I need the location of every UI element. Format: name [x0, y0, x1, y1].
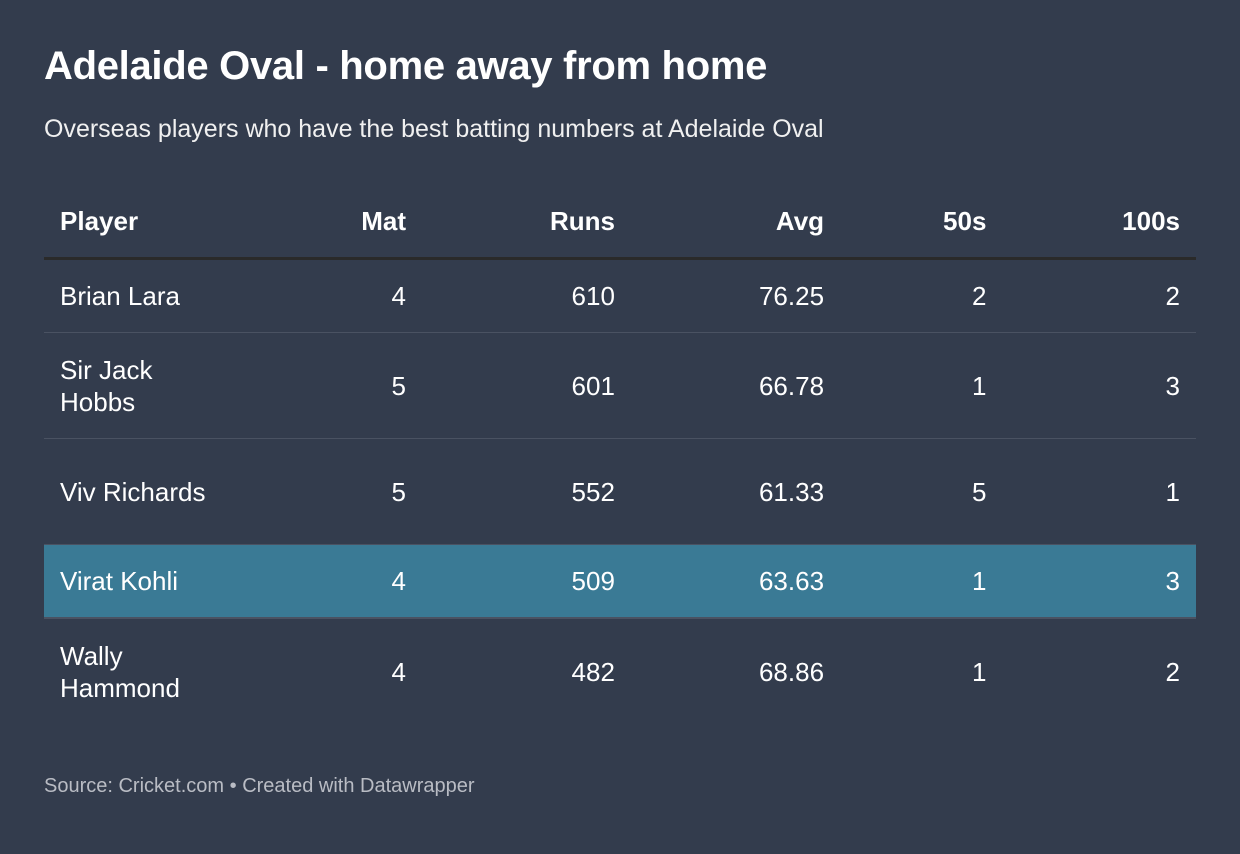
footer: Source: Cricket.com • Created with Dataw… — [44, 775, 475, 798]
stats-table: Player Mat Runs Avg 50s 100s Brian Lara 4… — [44, 185, 1196, 724]
cell-avg: 66.78 — [630, 332, 841, 439]
header-mat[interactable]: Mat — [246, 185, 422, 260]
credit-link[interactable]: Created with Datawrapper — [242, 775, 475, 797]
cell-fifties: 1 — [971, 656, 987, 687]
cell-runs: 552 — [422, 438, 631, 545]
cell-runs: 482 — [571, 656, 615, 687]
cell-avg: 68.86 — [758, 656, 825, 687]
cell-hundreds: 3 — [1002, 544, 1196, 619]
header-50s[interactable]: 50s — [840, 185, 1003, 260]
cell-hundreds: 2 — [1165, 656, 1180, 687]
table-row: Virat Kohli 4 509 63.63 1 3 — [44, 544, 1196, 619]
cell-mat: 4 — [246, 258, 422, 333]
source-text: Source: Cricket.com — [44, 775, 225, 797]
table-row: Wally Hammond 4 482 68.86 1 2 — [44, 618, 1196, 724]
header-runs[interactable]: Runs — [422, 185, 631, 260]
cell-player: Virat Kohli — [44, 544, 246, 619]
table-row: Brian Lara 4 610 76.25 2 2 — [44, 258, 1196, 333]
cell-mat: 4 — [391, 656, 406, 687]
cell-hundreds: 2 — [1002, 258, 1196, 333]
table-row: Viv Richards 5 552 61.33 5 1 — [44, 438, 1196, 545]
header-player[interactable]: Player — [44, 185, 246, 260]
chart-subtitle: Overseas players who have the best batti… — [44, 115, 824, 143]
table-header-row: Player Mat Runs Avg 50s 100s — [44, 185, 1196, 260]
footer-separator: • — [224, 775, 243, 797]
table-row: Sir Jack Hobbs 5 601 66.78 1 3 — [44, 332, 1196, 439]
cell-avg: 76.25 — [630, 258, 841, 333]
cell-player: Wally Hammond — [60, 640, 180, 703]
cell-runs: 509 — [422, 544, 631, 619]
cell-mat: 5 — [246, 332, 422, 439]
cell-hundreds: 3 — [1002, 332, 1196, 439]
cell-mat: 5 — [246, 438, 422, 545]
cell-player: Brian Lara — [44, 258, 246, 333]
cell-mat: 4 — [246, 544, 422, 619]
cell-fifties: 1 — [840, 332, 1003, 439]
cell-player: Sir Jack Hobbs — [44, 332, 246, 439]
cell-hundreds: 1 — [1002, 438, 1196, 545]
cell-player: Viv Richards — [44, 438, 246, 545]
cell-runs: 610 — [422, 258, 631, 333]
header-100s[interactable]: 100s — [1002, 185, 1196, 260]
header-avg[interactable]: Avg — [630, 185, 841, 260]
cell-fifties: 5 — [840, 438, 1003, 545]
chart-title: Adelaide Oval - home away from home — [44, 44, 768, 88]
cell-fifties: 1 — [840, 544, 1003, 619]
cell-runs: 601 — [422, 332, 631, 439]
cell-avg: 63.63 — [630, 544, 841, 619]
cell-avg: 61.33 — [630, 438, 841, 545]
cell-fifties: 2 — [840, 258, 1003, 333]
